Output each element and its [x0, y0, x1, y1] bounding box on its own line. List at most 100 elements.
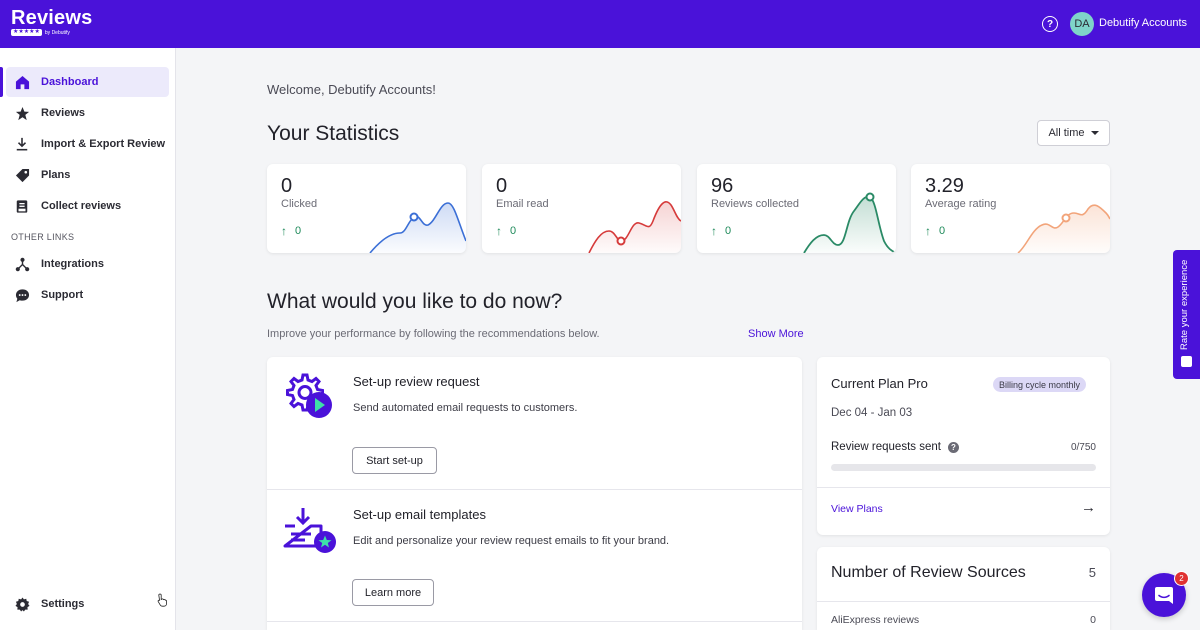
stat-card-reviews-collected: 96 Reviews collected ↑ 0 [697, 164, 896, 253]
plan-title: Current Plan Pro [831, 376, 928, 391]
recommendations-heading: What would you like to do now? [267, 290, 563, 313]
divider [267, 489, 802, 490]
view-plans-link[interactable]: View Plans [831, 503, 883, 515]
question-icon[interactable]: ? [947, 441, 959, 453]
stat-label: Average rating [925, 198, 997, 210]
review-sources-title: Number of Review Sources [831, 564, 1026, 581]
sidebar-item-settings[interactable]: Settings [6, 589, 169, 619]
sidebar: Dashboard Reviews Import & Export Review… [0, 48, 176, 630]
sidebar-item-label: Plans [41, 169, 71, 181]
stat-value: 96 [711, 175, 734, 197]
sparkline-clicked [369, 202, 466, 253]
sparkline-average-rating [1017, 204, 1110, 253]
sidebar-item-label: Settings [41, 598, 85, 610]
review-requests-text: Review requests sent [831, 441, 941, 453]
logo-by-text: by Debutify [44, 29, 70, 36]
sidebar-item-import-export[interactable]: Import & Export Review [6, 129, 169, 159]
sidebar-item-label: Dashboard [41, 76, 99, 88]
email-template-icon [283, 508, 336, 553]
sidebar-item-dashboard[interactable]: Dashboard [0, 67, 169, 97]
sidebar-item-label: Integrations [41, 258, 104, 270]
chat-bubble-icon [13, 286, 31, 304]
arrow-up-icon: ↑ [711, 224, 717, 238]
hand-cursor-icon [157, 593, 167, 607]
sidebar-item-plans[interactable]: Plans [6, 160, 169, 190]
review-sources-count: 5 [1088, 565, 1096, 580]
stat-delta-value: 0 [939, 225, 946, 237]
stat-card-average-rating: 3.29 Average rating ↑ 0 [911, 164, 1110, 253]
stat-value: 0 [281, 175, 293, 197]
task-title: Set-up email templates [353, 507, 486, 522]
stat-value: 0 [496, 175, 508, 197]
gear-play-icon [286, 373, 332, 418]
stat-delta-value: 0 [725, 225, 732, 237]
stat-delta: ↑ 0 [496, 224, 516, 238]
help-circle-icon[interactable]: ? [1042, 16, 1058, 32]
arrow-up-icon: ↑ [496, 224, 502, 238]
stat-label: Reviews collected [711, 198, 800, 210]
star-icon [13, 104, 31, 122]
stat-delta: ↑ 0 [711, 224, 731, 238]
stat-card-email-read: 0 Email read ↑ 0 [482, 164, 681, 253]
gear-icon [13, 595, 31, 613]
stat-label: Clicked [281, 198, 318, 210]
caret-down-icon [1090, 131, 1099, 135]
stat-label: Email read [496, 198, 549, 210]
top-bar: Reviews ★★★★★ by Debutify ? DA Debutify … [0, 0, 1200, 48]
chat-unread-badge: 2 [1174, 571, 1189, 586]
review-requests-progress [831, 464, 1096, 471]
avatar[interactable]: DA [1070, 12, 1094, 36]
show-more-link[interactable]: Show More [748, 328, 804, 340]
sidebar-item-integrations[interactable]: Integrations [6, 249, 169, 279]
logo-text: Reviews [11, 7, 93, 29]
review-sources-card: Number of Review Sources 5 AliExpress re… [817, 547, 1110, 630]
review-requests-count: 0/750 [1070, 442, 1096, 453]
stat-value: 3.29 [925, 175, 964, 197]
arrow-up-icon: ↑ [925, 224, 931, 238]
sparkline-email-read [588, 201, 681, 253]
integrations-icon [13, 255, 31, 273]
divider [817, 487, 1110, 488]
app-logo[interactable]: Reviews ★★★★★ by Debutify [11, 8, 92, 36]
sidebar-item-label: Collect reviews [41, 200, 122, 212]
account-name[interactable]: Debutify Accounts [1099, 17, 1188, 29]
source-name: AliExpress reviews [831, 614, 920, 626]
task-description: Send automated email requests to custome… [353, 402, 578, 414]
chat-launcher-button[interactable] [1142, 573, 1186, 617]
feedback-icon [1181, 356, 1192, 367]
learn-more-button[interactable]: Learn more [352, 579, 434, 606]
divider [267, 621, 802, 622]
start-setup-button[interactable]: Start set-up [352, 447, 437, 474]
task-description: Edit and personalize your review request… [353, 535, 670, 547]
billing-cycle-badge: Billing cycle monthly [993, 377, 1087, 392]
logo-subline: ★★★★★ by Debutify [11, 29, 92, 36]
stat-delta-value: 0 [295, 225, 302, 237]
task-panel: Set-up review request Send automated ema… [267, 357, 802, 630]
sidebar-item-reviews[interactable]: Reviews [6, 98, 169, 128]
plan-dates: Dec 04 - Jan 03 [831, 407, 913, 419]
sidebar-item-label: Reviews [41, 107, 86, 119]
arrow-up-icon: ↑ [281, 224, 287, 238]
recommendations-subtitle: Improve your performance by following th… [267, 328, 600, 340]
sidebar-item-collect-reviews[interactable]: Collect reviews [6, 191, 169, 221]
arrow-right-icon[interactable]: → [1081, 499, 1096, 516]
period-select[interactable]: All time [1037, 120, 1110, 146]
sparkline-reviews-collected [803, 192, 896, 253]
tag-icon [13, 166, 31, 184]
stat-delta: ↑ 0 [281, 224, 301, 238]
period-select-value: All time [1048, 127, 1085, 139]
rate-experience-tab[interactable]: Rate your experience [1173, 250, 1200, 379]
sidebar-item-label: Support [41, 289, 84, 301]
stat-card-clicked: 0 Clicked ↑ 0 [267, 164, 466, 253]
stat-delta: ↑ 0 [925, 224, 945, 238]
current-plan-card: Current Plan Pro Billing cycle monthly D… [817, 357, 1110, 535]
statistics-heading: Your Statistics [267, 122, 400, 145]
chat-icon [1155, 586, 1173, 604]
stat-delta-value: 0 [510, 225, 517, 237]
download-icon [13, 135, 31, 153]
welcome-message: Welcome, Debutify Accounts! [267, 82, 436, 97]
divider [817, 601, 1110, 602]
other-links-heading: OTHER LINKS [11, 232, 75, 242]
review-requests-label: Review requests sent ? [831, 441, 959, 453]
sidebar-item-support[interactable]: Support [6, 280, 169, 310]
